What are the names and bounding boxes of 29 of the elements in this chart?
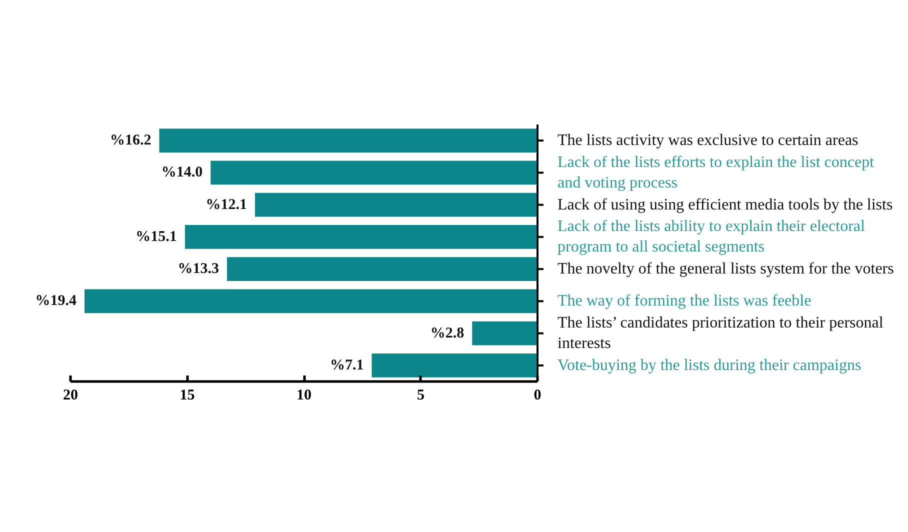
- y-tick-label: The lists activity was exclusive to certain areas: [558, 132, 858, 150]
- y-tick-label: The lists’ candidates prioritization to their personal interests: [558, 314, 884, 352]
- data-label: %19.4: [35, 293, 78, 310]
- x-tick-label: 20: [63, 388, 78, 404]
- x-tick-label: 0: [534, 388, 542, 404]
- bar: [226, 257, 538, 281]
- x-tick-label: 15: [180, 388, 195, 404]
- y-tick-label: Lack of using using efficient media tools by the lists: [558, 196, 893, 214]
- y-tick-label: Vote-buying by the lists during their campaigns: [558, 356, 862, 374]
- data-label: %12.1: [206, 196, 247, 213]
- data-label: %15.1: [136, 228, 177, 245]
- y-tick-label: The novelty of the general lists system for the voters: [558, 260, 894, 278]
- data-label: %16.2: [110, 132, 152, 149]
- y-tick-label: The way of forming the lists was feeble: [558, 292, 812, 310]
- data-label: %13.3: [178, 261, 219, 278]
- bar: [84, 289, 538, 314]
- data-label: %2.8: [430, 325, 464, 342]
- y-tick-label: Lack of the lists efforts to explain the list concept and voting process: [558, 154, 875, 192]
- bar: [159, 128, 538, 152]
- x-tick-label: 5: [417, 388, 424, 404]
- y-tick-label: Lack of the lists ability to explain their electoral program to all societal segments: [558, 218, 866, 256]
- bar: [184, 225, 538, 249]
- data-label: %7.1: [330, 357, 364, 374]
- data-label: %14.0: [161, 164, 203, 181]
- x-tick-label: 10: [296, 388, 312, 404]
- bar: [210, 160, 538, 185]
- bar: [472, 321, 538, 346]
- bar: [372, 354, 538, 378]
- bar: [254, 192, 538, 217]
